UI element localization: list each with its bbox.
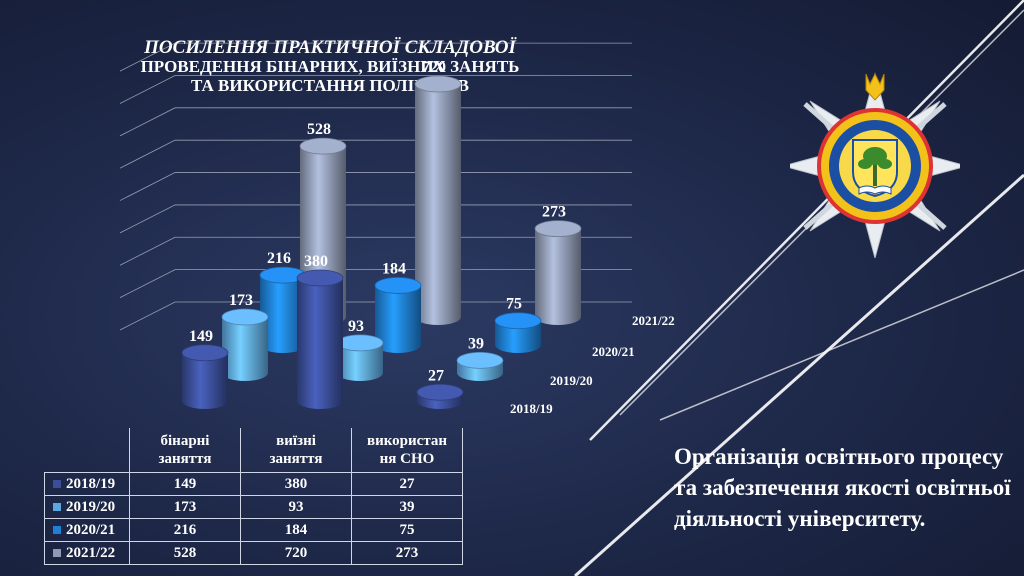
table-cell: 39: [351, 495, 463, 519]
series-name: 2021/22: [66, 544, 116, 561]
table-row: 2020/21 216 184 75: [44, 518, 463, 542]
bar: [495, 320, 541, 353]
bar-top: [336, 334, 384, 352]
series-depth-label: 2020/21: [592, 344, 635, 359]
series-2020/21: 216 184 75: [259, 250, 542, 353]
table-corner: [44, 428, 130, 473]
data-table: бінарні заняття виїзні заняття використан ня …: [44, 428, 463, 565]
bar-top: [374, 277, 422, 294]
series-2019/20: 173 93 39: [221, 292, 504, 381]
table-cell: 528: [129, 541, 241, 565]
table-cell: 149: [129, 472, 241, 496]
column-header-line: бінарні: [160, 433, 210, 449]
gridlines: [119, 42, 632, 331]
gridline: [119, 139, 632, 169]
data-label: 39: [468, 335, 484, 352]
bar-top: [299, 137, 347, 155]
data-label: 184: [382, 260, 406, 277]
bar-top: [494, 312, 542, 330]
series-name: 2019/20: [66, 498, 116, 515]
title-line-3: ТА ВИКОРИСТАННЯ ПОЛІГОНІВ: [190, 76, 469, 95]
bar-top: [414, 75, 462, 93]
legend-swatch: [53, 480, 61, 489]
university-emblem-icon: [790, 72, 960, 258]
gridline: [119, 269, 632, 298]
bar-top: [221, 308, 269, 326]
bar: [222, 317, 268, 381]
bar: [297, 278, 343, 409]
table-cell: 93: [240, 495, 352, 519]
gridline: [119, 75, 632, 104]
column-header: бінарні заняття: [129, 428, 241, 473]
bar: [182, 352, 228, 409]
column-header-line: ня СНО: [379, 451, 435, 467]
row-label: 2020/21: [44, 518, 130, 542]
data-label: 216: [267, 250, 291, 267]
column-header: використан ня СНО: [351, 428, 463, 473]
table-row: 2018/19 149 380 27: [44, 472, 463, 496]
bar-top: [181, 344, 229, 362]
bar: [337, 342, 383, 381]
data-label: 380: [304, 253, 328, 270]
table-cell: 216: [129, 518, 241, 542]
data-label: 528: [307, 121, 331, 138]
data-label: 173: [229, 292, 253, 309]
series-depth-label: 2019/20: [550, 373, 593, 388]
table-cell: 380: [240, 472, 352, 496]
title-line-2: ПРОВЕДЕННЯ БІНАРНИХ, ВИЇЗНИХ ЗАНЯТЬ: [140, 57, 520, 76]
table-row: 2019/20 173 93 39: [44, 495, 463, 519]
legend-swatch: [53, 526, 61, 535]
series-2018/19: 149 380 27: [181, 253, 464, 409]
column-header: виїзні заняття: [240, 428, 352, 473]
bar-chart-3d: 528 720 273 2021/22 216 184 75 2020/21 173 93 39 20…: [119, 42, 675, 416]
gridline: [119, 172, 632, 201]
series-depth-label: 2021/22: [632, 313, 675, 328]
caption: Організація освітнього процесу та забезп…: [674, 444, 1011, 531]
column-header-line: використан: [366, 433, 448, 449]
bar-top: [416, 383, 464, 401]
legend-swatch: [53, 549, 61, 558]
bar-top: [456, 351, 504, 369]
data-label: 149: [189, 328, 213, 345]
row-label: 2019/20: [44, 495, 130, 519]
gridline: [119, 301, 632, 331]
column-header-line: виїзні: [276, 433, 316, 449]
row-label: 2018/19: [44, 472, 130, 496]
gridline: [119, 236, 632, 266]
data-label: 720: [422, 59, 446, 76]
bar: [415, 84, 461, 325]
gridline: [119, 107, 632, 137]
gridline: [119, 204, 632, 234]
column-header-line: заняття: [269, 451, 323, 467]
legend-swatch: [53, 503, 61, 512]
data-label: 75: [506, 296, 522, 313]
data-label: 93: [348, 318, 364, 335]
gridline: [119, 42, 632, 72]
table-cell: 720: [240, 541, 352, 565]
data-label: 27: [428, 367, 444, 384]
table-cell: 184: [240, 518, 352, 542]
series-name: 2018/19: [66, 475, 116, 492]
bar-top: [296, 269, 344, 287]
series-depth-label: 2018/19: [510, 401, 553, 416]
bar: [260, 275, 306, 353]
table-row: 2021/22 528 720 273: [44, 541, 463, 565]
table-cell: 75: [351, 518, 463, 542]
table-cell: 27: [351, 472, 463, 496]
bar: [375, 285, 421, 353]
row-label: 2021/22: [44, 541, 130, 565]
series-name: 2020/21: [66, 521, 116, 538]
table-cell: 173: [129, 495, 241, 519]
bar-top: [534, 220, 582, 238]
table-cell: 273: [351, 541, 463, 565]
data-label: 273: [542, 204, 566, 221]
bar: [535, 228, 581, 325]
column-header-line: заняття: [158, 451, 212, 467]
